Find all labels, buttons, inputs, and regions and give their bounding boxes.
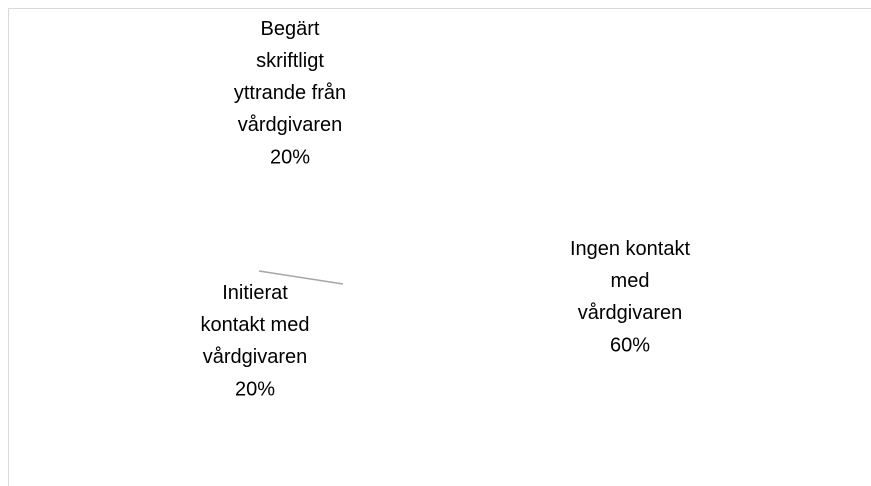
slice-label: Ingen kontakt med vårdgivaren 60% [570,238,691,356]
slice-label: Begärt skriftligt yttrande från vårdgivaren… [234,18,346,168]
category-label: Ingen kontakt med vårdgivaren [570,238,691,324]
pie-slice [286,99,431,251]
leader-line [258,270,344,285]
category-label: Begärt skriftligt yttrande från vårdgivaren [234,18,346,136]
category-label: Initierat kontakt med vårdgivaren [201,282,310,368]
pie-slice [429,99,574,251]
value-label: 20% [235,378,275,400]
value-label: 60% [610,334,650,356]
slice-label: Initierat kontakt med vårdgivaren 20% [201,282,310,400]
value-label: 20% [270,146,310,168]
pie-slice [279,203,581,401]
